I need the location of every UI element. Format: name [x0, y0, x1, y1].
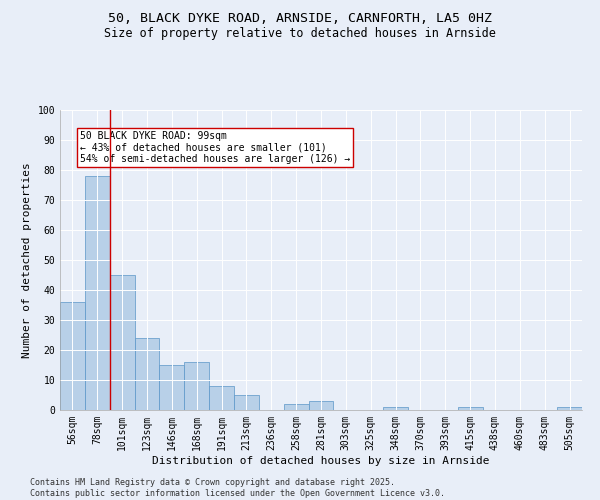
Bar — [308, 401, 334, 410]
Bar — [184, 362, 209, 410]
Bar — [134, 338, 160, 410]
Bar — [383, 407, 408, 410]
Text: 50 BLACK DYKE ROAD: 99sqm
← 43% of detached houses are smaller (101)
54% of semi: 50 BLACK DYKE ROAD: 99sqm ← 43% of detac… — [80, 131, 350, 164]
Bar — [160, 365, 184, 410]
Bar — [234, 395, 259, 410]
Bar — [557, 407, 582, 410]
Text: 50, BLACK DYKE ROAD, ARNSIDE, CARNFORTH, LA5 0HZ: 50, BLACK DYKE ROAD, ARNSIDE, CARNFORTH,… — [108, 12, 492, 26]
Bar — [209, 386, 234, 410]
Text: Size of property relative to detached houses in Arnside: Size of property relative to detached ho… — [104, 28, 496, 40]
Bar — [458, 407, 482, 410]
Text: Contains HM Land Registry data © Crown copyright and database right 2025.
Contai: Contains HM Land Registry data © Crown c… — [30, 478, 445, 498]
X-axis label: Distribution of detached houses by size in Arnside: Distribution of detached houses by size … — [152, 456, 490, 466]
Bar — [284, 404, 308, 410]
Bar — [110, 275, 134, 410]
Bar — [85, 176, 110, 410]
Y-axis label: Number of detached properties: Number of detached properties — [22, 162, 32, 358]
Bar — [60, 302, 85, 410]
